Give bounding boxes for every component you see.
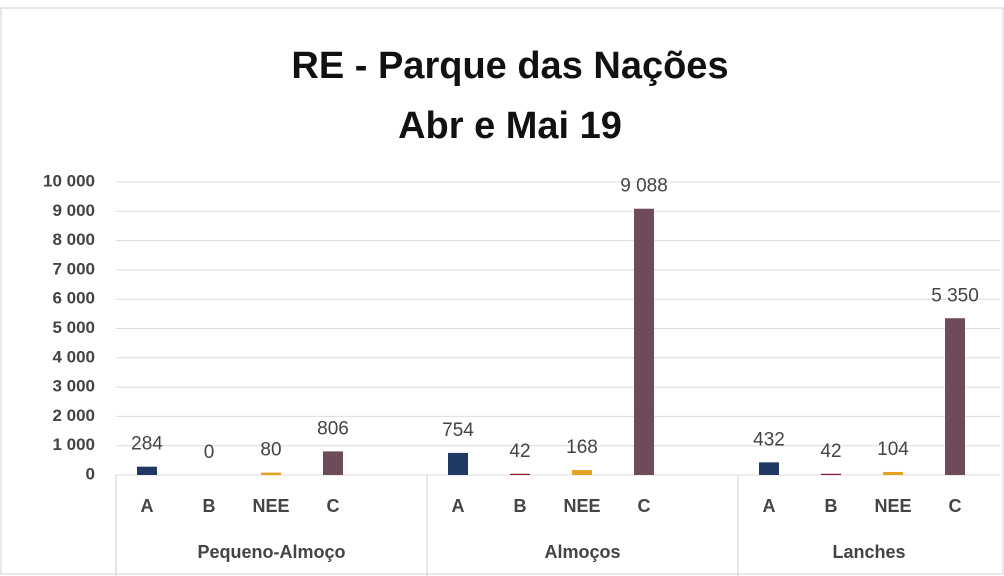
- y-tick-label: 7 000: [52, 259, 95, 278]
- data-label: 104: [877, 439, 909, 460]
- data-label: 5 350: [931, 285, 979, 306]
- data-label: 0: [204, 442, 215, 463]
- chart-title: Abr e Mai 19: [398, 105, 622, 147]
- y-tick-label: 4 000: [52, 347, 95, 366]
- chart-border: [0, 7, 1004, 575]
- bar: [634, 208, 654, 475]
- bar: [510, 473, 530, 475]
- bar: [572, 470, 592, 475]
- group-label: Lanches: [832, 542, 905, 562]
- sub-category-label: NEE: [252, 496, 289, 516]
- data-label: 754: [442, 420, 474, 441]
- group-label: Almoços: [544, 542, 620, 562]
- y-tick-label: 0: [86, 464, 95, 483]
- data-label: 284: [131, 434, 163, 455]
- y-tick-label: 2 000: [52, 406, 95, 425]
- chart-title: RE - Parque das Nações: [291, 45, 728, 87]
- bar: [137, 466, 157, 475]
- y-tick-label: 1 000: [52, 435, 95, 454]
- bar: [821, 473, 841, 475]
- data-label: 42: [820, 441, 841, 462]
- y-tick-label: 6 000: [52, 289, 95, 308]
- data-label: 806: [317, 418, 349, 439]
- sub-category-label: A: [452, 496, 465, 516]
- sub-category-label: C: [327, 496, 340, 516]
- sub-category-label: C: [638, 496, 651, 516]
- bar: [323, 451, 343, 475]
- sub-category-label: B: [514, 496, 527, 516]
- sub-category-label: NEE: [563, 496, 600, 516]
- bar: [759, 462, 779, 475]
- y-tick-label: 3 000: [52, 377, 95, 396]
- bar: [261, 472, 281, 475]
- data-label: 432: [753, 429, 785, 450]
- sub-category-label: B: [825, 496, 838, 516]
- data-label: 80: [260, 440, 281, 461]
- sub-category-label: C: [949, 496, 962, 516]
- y-tick-label: 10 000: [43, 171, 95, 190]
- y-tick-label: 9 000: [52, 201, 95, 220]
- bar: [883, 471, 903, 475]
- data-label: 42: [509, 441, 530, 462]
- data-label: 168: [566, 437, 598, 458]
- data-label: 9 088: [620, 176, 668, 197]
- y-tick-label: 8 000: [52, 230, 95, 249]
- sub-category-label: A: [763, 496, 776, 516]
- group-label: Pequeno-Almoço: [197, 542, 345, 562]
- bar: [448, 452, 468, 475]
- sub-category-label: A: [141, 496, 154, 516]
- bar: [945, 318, 965, 475]
- y-tick-label: 5 000: [52, 318, 95, 337]
- sub-category-label: B: [203, 496, 216, 516]
- sub-category-label: NEE: [874, 496, 911, 516]
